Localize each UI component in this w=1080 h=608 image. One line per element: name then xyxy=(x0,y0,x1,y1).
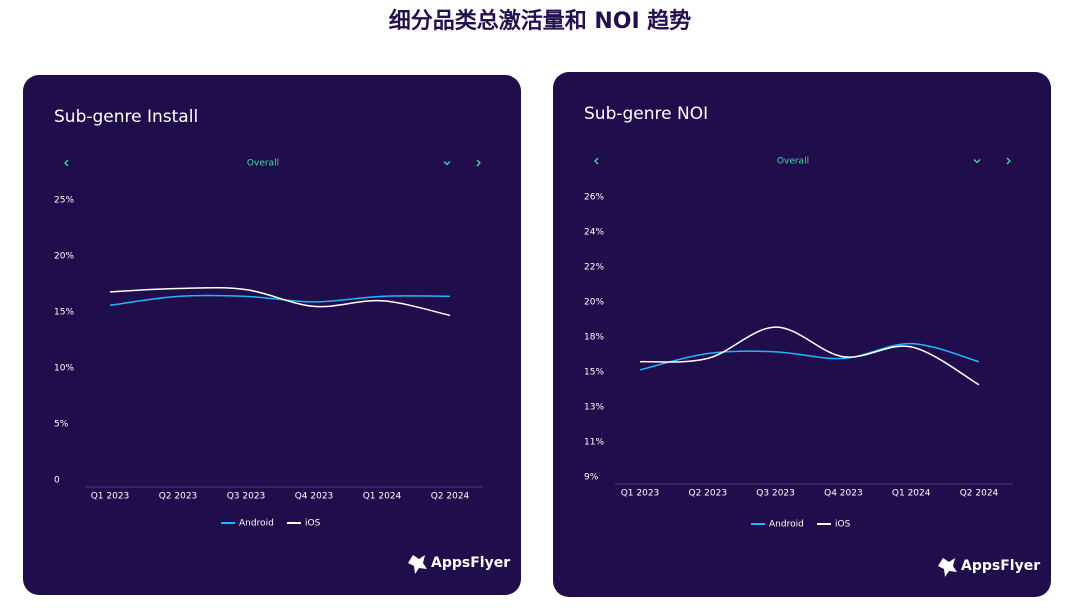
y-tick-label: 15% xyxy=(584,368,604,378)
legend-label: Android xyxy=(769,520,804,530)
x-tick-label: Q1 2023 xyxy=(621,489,660,499)
x-tick-label: Q3 2023 xyxy=(756,489,795,499)
panel xyxy=(553,72,1051,597)
y-tick-label: 5% xyxy=(54,420,69,430)
line xyxy=(109,294,451,307)
x-tick-label: Q1 2023 xyxy=(91,492,130,502)
legend-label: iOS xyxy=(835,520,851,530)
y-tick-label: 25% xyxy=(54,196,74,206)
x-tick-label: Q4 2023 xyxy=(824,489,863,499)
filter-label: Overall xyxy=(247,159,279,169)
next-button[interactable] xyxy=(1006,157,1011,165)
y-tick-label: 22% xyxy=(584,263,604,273)
y-tick-label: 10% xyxy=(54,364,74,374)
x-tick-label: Q2 2023 xyxy=(689,489,728,499)
line xyxy=(639,326,980,386)
legend-label: iOS xyxy=(305,519,321,529)
chart-title: Sub-genre Install xyxy=(54,107,198,127)
next-button[interactable] xyxy=(476,159,481,167)
y-tick-label: 11% xyxy=(584,438,604,448)
y-tick-label: 24% xyxy=(584,228,604,238)
dropdown-button[interactable] xyxy=(443,161,451,166)
x-tick-label: Q4 2023 xyxy=(295,492,334,502)
y-tick-label: 26% xyxy=(584,193,604,203)
page-title: 细分品类总激活量和 NOI 趋势 xyxy=(389,8,692,34)
x-tick-label: Q2 2024 xyxy=(960,489,999,499)
x-tick-label: Q2 2024 xyxy=(431,492,470,502)
chart-title: Sub-genre NOI xyxy=(584,104,708,124)
y-tick-label: 9% xyxy=(584,473,599,483)
x-tick-label: Q1 2024 xyxy=(363,492,402,502)
prev-button[interactable] xyxy=(594,157,599,165)
brand-name: AppsFlyer xyxy=(961,558,1040,574)
x-tick-label: Q1 2024 xyxy=(892,489,931,499)
y-tick-label: 18% xyxy=(584,333,604,343)
y-tick-label: 0 xyxy=(54,476,60,486)
y-tick-label: 13% xyxy=(584,403,604,413)
filter-label: Overall xyxy=(777,157,809,167)
prev-button[interactable] xyxy=(64,159,69,167)
line xyxy=(109,287,451,317)
legend-label: Android xyxy=(239,519,274,529)
y-tick-label: 20% xyxy=(584,298,604,308)
y-tick-label: 15% xyxy=(54,308,74,318)
x-tick-label: Q3 2023 xyxy=(227,492,266,502)
brand-logo xyxy=(408,555,427,574)
x-tick-label: Q2 2023 xyxy=(159,492,198,502)
y-tick-label: 20% xyxy=(54,252,74,262)
panel xyxy=(23,75,521,595)
brand-logo xyxy=(938,558,957,577)
dropdown-button[interactable] xyxy=(973,159,981,164)
brand-name: AppsFlyer xyxy=(431,555,510,571)
line xyxy=(639,342,980,371)
